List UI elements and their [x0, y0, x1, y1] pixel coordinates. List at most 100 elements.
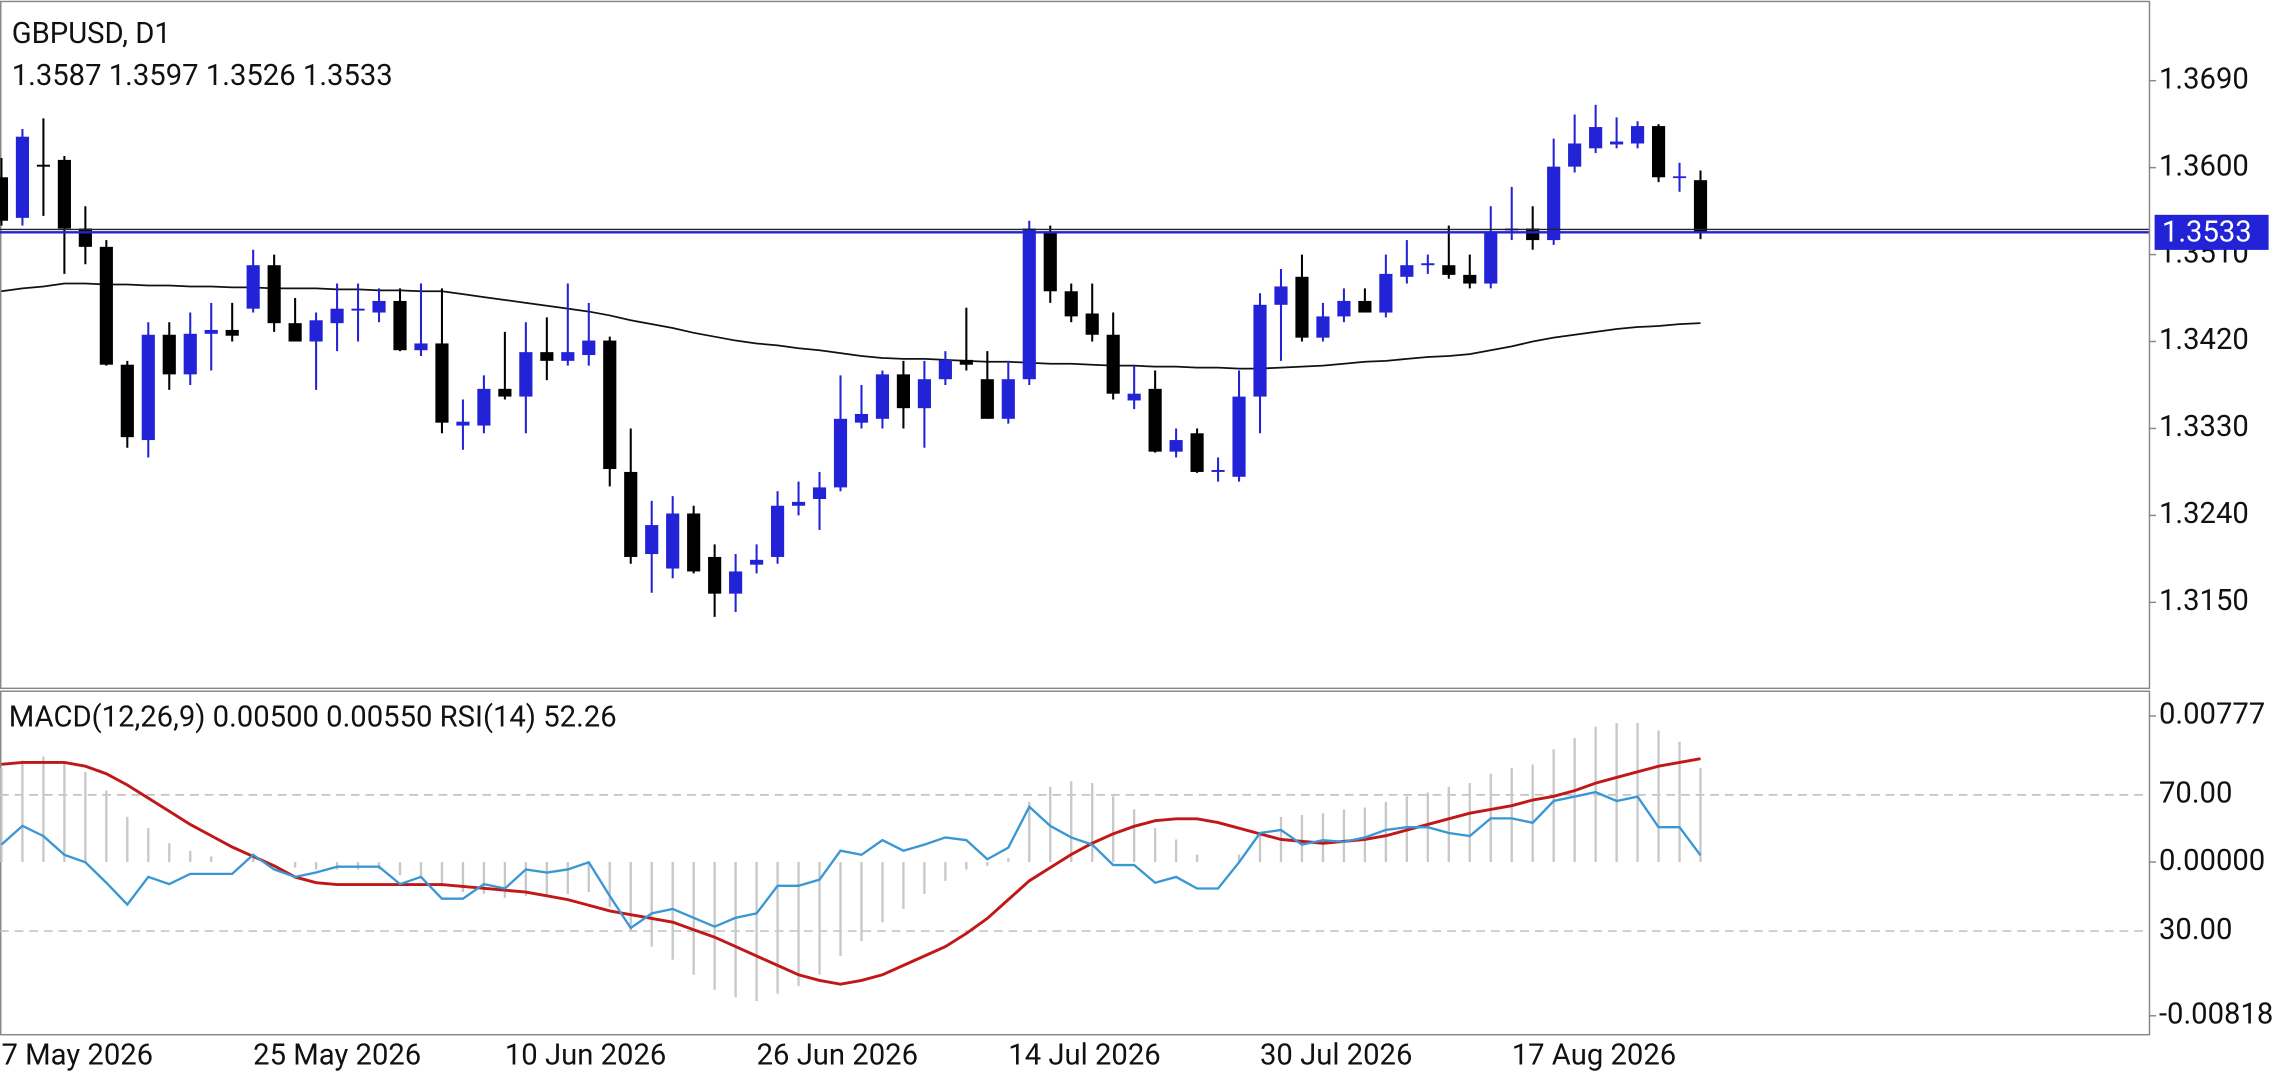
candle-body: [0, 177, 9, 221]
candle-body: [896, 374, 911, 409]
candle-body: [708, 556, 722, 594]
candle-body: [36, 164, 50, 167]
candle-body: [1085, 313, 1099, 335]
x-tick-label: 30 Jul 2026: [1260, 1038, 1412, 1072]
main-pane: [0, 0, 2151, 690]
candle-body: [1274, 286, 1288, 305]
candle-body: [1526, 228, 1540, 241]
candle-body: [330, 308, 344, 324]
candle-body: [729, 571, 743, 594]
y-tick-label: 1.3330: [2159, 410, 2249, 444]
candle-body: [120, 364, 134, 438]
candle-body: [1421, 263, 1435, 266]
indicator-title: MACD(12,26,9) 0.00500 0.00550 RSI(14) 52…: [9, 701, 617, 735]
ohlc-readout: 1.3587 1.3597 1.3526 1.3533: [12, 59, 393, 93]
candle-body: [225, 329, 239, 336]
signal-line: [1, 757, 1701, 986]
y-tick-label: 1.3600: [2159, 149, 2249, 183]
y-tick-label: 0.00777: [2159, 698, 2265, 732]
candle-body: [1400, 265, 1414, 277]
candle-body: [477, 388, 491, 426]
chart-title: GBPUSD, D1: [12, 17, 171, 51]
x-tick-label: 7 May 2026: [1, 1038, 153, 1072]
candle-body: [980, 379, 994, 419]
candle-body: [246, 265, 260, 309]
candle-body: [540, 352, 554, 361]
candle-body: [1379, 273, 1393, 313]
candle-body: [812, 487, 827, 499]
candle-body: [414, 343, 428, 351]
rsi-line: [0, 790, 1702, 930]
candle-body: [519, 352, 533, 397]
candle-body: [561, 352, 575, 361]
candle-body: [141, 334, 155, 441]
candle-body: [1651, 126, 1666, 178]
candle-body: [1148, 388, 1162, 452]
candle-body: [1043, 232, 1057, 292]
y-tick-label: 1.3690: [2159, 62, 2249, 96]
candle-body: [1631, 126, 1645, 144]
candle-body: [1295, 276, 1309, 338]
candle-body: [1484, 231, 1498, 284]
candle-body: [1442, 265, 1456, 275]
moving-average: [1, 282, 1701, 370]
candle-body: [99, 246, 113, 365]
candle-body: [1568, 143, 1582, 167]
candle-body: [959, 359, 973, 365]
candle-body: [687, 513, 701, 572]
x-tick-label: 10 Jun 2026: [505, 1038, 666, 1072]
candle-body: [1022, 228, 1036, 380]
candle-body: [1693, 180, 1708, 233]
candle-body: [1127, 393, 1141, 401]
price-tag: [2154, 214, 2269, 250]
candle-body: [372, 300, 386, 313]
candle-body: [1106, 334, 1120, 394]
candle-body: [1232, 396, 1246, 477]
candle-body: [1463, 274, 1477, 284]
x-tick-label: 14 Jul 2026: [1008, 1038, 1160, 1072]
y2-tick-label: 30.00: [2159, 913, 2232, 947]
candle-body: [498, 388, 512, 397]
candle-body: [1211, 470, 1225, 472]
candle-body: [183, 333, 197, 375]
candle-body: [875, 374, 890, 419]
candle-body: [854, 413, 869, 423]
y2-tick-label: 70.00: [2159, 777, 2232, 811]
candle-body: [582, 340, 596, 356]
candle-body: [57, 159, 71, 229]
x-tick-label: 17 Aug 2026: [1512, 1038, 1676, 1072]
candle-body: [1337, 300, 1351, 317]
candle-body: [1589, 127, 1603, 149]
candle-body: [938, 359, 952, 380]
candle-body: [1064, 291, 1078, 317]
y-tick-label: -0.00818: [2159, 997, 2273, 1031]
candle-body: [435, 343, 449, 423]
candle-body: [603, 340, 617, 470]
candle-body: [204, 329, 218, 334]
candle-body: [1316, 316, 1330, 338]
y-tick-label: 0.00000: [2159, 844, 2265, 878]
candle-body: [1001, 379, 1015, 419]
candle-body: [309, 320, 323, 342]
x-tick-label: 25 May 2026: [253, 1038, 421, 1072]
y-tick-label: 1.3240: [2159, 497, 2249, 531]
candle-body: [1253, 304, 1267, 397]
candle-body: [666, 513, 680, 569]
candle-body: [917, 379, 931, 409]
candle-body: [791, 501, 806, 506]
price-tag-label: 1.3533: [2162, 216, 2252, 250]
x-tick-label: 26 Jun 2026: [757, 1038, 918, 1072]
candle-body: [750, 559, 764, 565]
candle-body: [770, 505, 785, 557]
candle-body: [1190, 433, 1204, 472]
candle-body: [1169, 440, 1183, 452]
candle-body: [1358, 300, 1372, 313]
candle-body: [624, 471, 638, 557]
candle-body: [162, 334, 176, 375]
indicator-pane: [0, 690, 2151, 1036]
candle-body: [1672, 176, 1687, 179]
candle-body: [288, 323, 302, 342]
y-tick-label: 1.3150: [2159, 584, 2249, 618]
